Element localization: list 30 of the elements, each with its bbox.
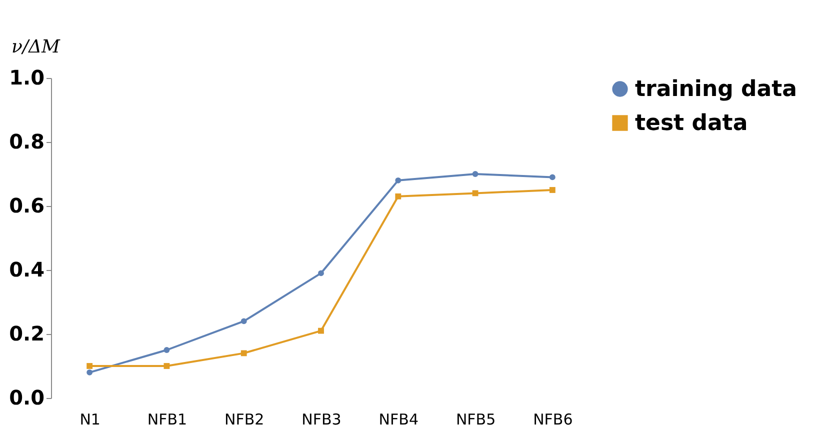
point <box>86 363 93 369</box>
x-tick-label: NFB5 <box>456 410 496 428</box>
y-tick-label: 0.4 <box>9 258 44 282</box>
legend-label: training data <box>635 77 797 102</box>
point <box>472 171 478 177</box>
point <box>86 369 93 376</box>
point <box>318 328 324 334</box>
point <box>164 363 170 369</box>
point <box>549 187 556 193</box>
point <box>472 190 478 196</box>
point <box>240 318 247 324</box>
x-tick-label: NFB2 <box>224 410 264 428</box>
y-tick-label: 0.2 <box>9 322 44 346</box>
point <box>240 350 247 356</box>
y-tick-label: 0.8 <box>9 130 44 154</box>
x-tick-label: N1 <box>80 410 100 428</box>
x-tick-label: NFB3 <box>302 410 342 428</box>
point <box>164 347 170 353</box>
point <box>318 270 324 276</box>
x-tick-label: NFB6 <box>533 410 573 428</box>
point <box>395 193 402 200</box>
point <box>549 174 556 180</box>
y-tick-label: 0.6 <box>9 194 44 218</box>
y-tick-label: 0.0 <box>9 386 44 410</box>
y-tick-label: 1.0 <box>9 66 44 90</box>
legend-label: test data <box>635 111 748 136</box>
x-tick-label: NFB4 <box>378 410 418 428</box>
point <box>395 177 402 184</box>
y-axis-title: ν/ΔM <box>12 36 61 58</box>
x-tick-label: NFB1 <box>147 410 188 428</box>
